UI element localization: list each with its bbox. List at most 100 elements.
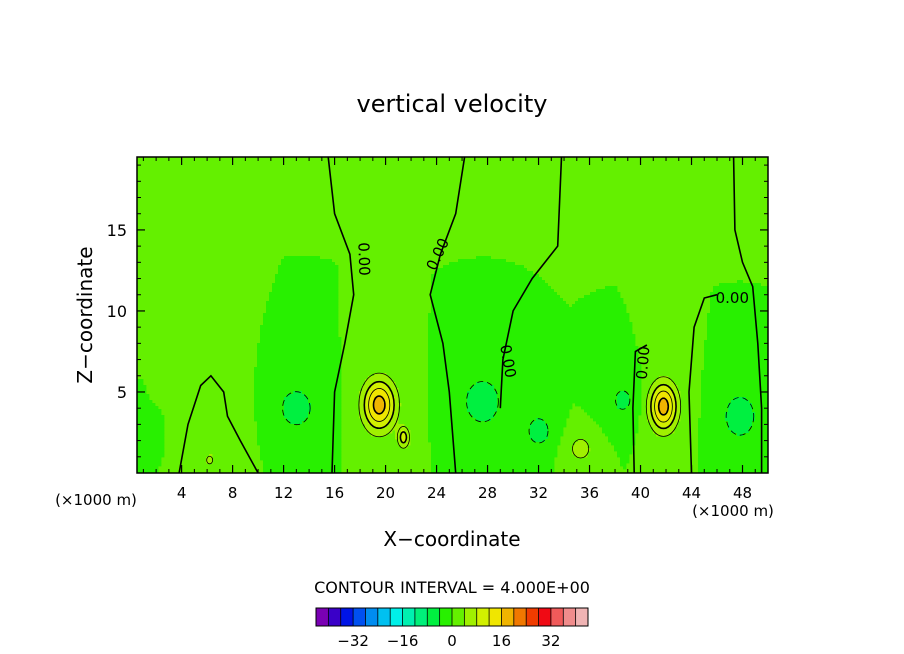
field-cell xyxy=(713,280,717,284)
field-cell xyxy=(464,283,468,287)
field-cell xyxy=(566,223,570,227)
field-cell xyxy=(515,277,519,281)
field-cell xyxy=(557,301,561,305)
field-cell xyxy=(728,277,732,281)
field-cell xyxy=(521,223,525,227)
field-cell xyxy=(611,319,615,323)
field-cell xyxy=(557,175,561,179)
field-cell xyxy=(752,241,756,245)
field-cell xyxy=(752,316,756,320)
field-cell xyxy=(743,163,747,167)
field-cell xyxy=(740,202,744,206)
field-cell xyxy=(749,181,753,185)
field-cell xyxy=(299,289,303,293)
field-cell xyxy=(329,169,333,173)
field-cell xyxy=(461,250,465,254)
field-cell xyxy=(560,298,564,302)
field-cell xyxy=(470,319,474,323)
field-cell xyxy=(755,196,759,200)
field-cell xyxy=(743,307,747,311)
field-cell xyxy=(275,325,279,329)
field-cell xyxy=(494,181,498,185)
field-cell xyxy=(548,220,552,224)
field-cell xyxy=(329,208,333,212)
field-cell xyxy=(317,235,321,239)
field-cell xyxy=(317,268,321,272)
field-cell xyxy=(332,229,336,233)
field-cell xyxy=(575,271,579,275)
field-cell xyxy=(326,265,330,269)
field-cell xyxy=(296,259,300,263)
field-cell xyxy=(728,208,732,212)
field-cell xyxy=(608,322,612,326)
field-cell xyxy=(533,190,537,194)
field-cell xyxy=(743,208,747,212)
field-cell xyxy=(485,214,489,218)
field-cell xyxy=(497,202,501,206)
field-cell xyxy=(452,208,456,212)
field-cell xyxy=(512,322,516,326)
field-cell xyxy=(458,274,462,278)
field-cell xyxy=(464,214,468,218)
field-cell xyxy=(737,295,741,299)
field-cell xyxy=(299,244,303,248)
field-cell xyxy=(494,196,498,200)
field-cell xyxy=(515,190,519,194)
field-cell xyxy=(560,295,564,299)
field-cell xyxy=(569,178,573,182)
field-cell xyxy=(764,289,768,293)
field-cell xyxy=(323,307,327,311)
field-cell xyxy=(512,175,516,179)
field-cell xyxy=(728,316,732,320)
field-cell xyxy=(326,175,330,179)
field-cell xyxy=(503,160,507,164)
field-cell xyxy=(719,274,723,278)
field-cell xyxy=(503,319,507,323)
field-cell xyxy=(452,274,456,278)
field-cell xyxy=(323,211,327,215)
field-cell xyxy=(497,277,501,281)
field-cell xyxy=(437,298,441,302)
field-cell xyxy=(308,280,312,284)
field-cell xyxy=(470,295,474,299)
field-cell xyxy=(563,256,567,260)
field-cell xyxy=(488,208,492,212)
field-cell xyxy=(614,304,618,308)
field-cell xyxy=(629,322,633,326)
field-cell xyxy=(536,181,540,185)
field-cell xyxy=(503,292,507,296)
field-cell xyxy=(497,232,501,236)
field-cell xyxy=(524,193,528,197)
field-cell xyxy=(743,232,747,236)
field-cell xyxy=(761,295,765,299)
field-cell xyxy=(533,226,537,230)
field-cell xyxy=(323,202,327,206)
field-cell xyxy=(437,229,441,233)
field-cell xyxy=(452,316,456,320)
field-cell xyxy=(542,286,546,290)
field-cell xyxy=(764,181,768,185)
field-cell xyxy=(488,304,492,308)
field-cell xyxy=(470,226,474,230)
field-cell xyxy=(596,322,600,326)
field-cell xyxy=(524,229,528,233)
field-cell xyxy=(482,226,486,230)
field-cell xyxy=(524,166,528,170)
field-cell xyxy=(485,298,489,302)
field-cell xyxy=(725,265,729,269)
field-cell xyxy=(722,271,726,275)
field-cell xyxy=(506,289,510,293)
field-cell xyxy=(290,310,294,314)
field-cell xyxy=(563,169,567,173)
field-cell xyxy=(560,208,564,212)
field-cell xyxy=(521,175,525,179)
field-cell xyxy=(557,265,561,269)
field-cell xyxy=(749,175,753,179)
field-cell xyxy=(455,238,459,242)
field-cell xyxy=(740,271,744,275)
field-cell xyxy=(293,232,297,236)
field-cell xyxy=(287,268,291,272)
field-cell xyxy=(515,253,519,257)
field-cell xyxy=(503,157,507,161)
field-cell xyxy=(476,193,480,197)
